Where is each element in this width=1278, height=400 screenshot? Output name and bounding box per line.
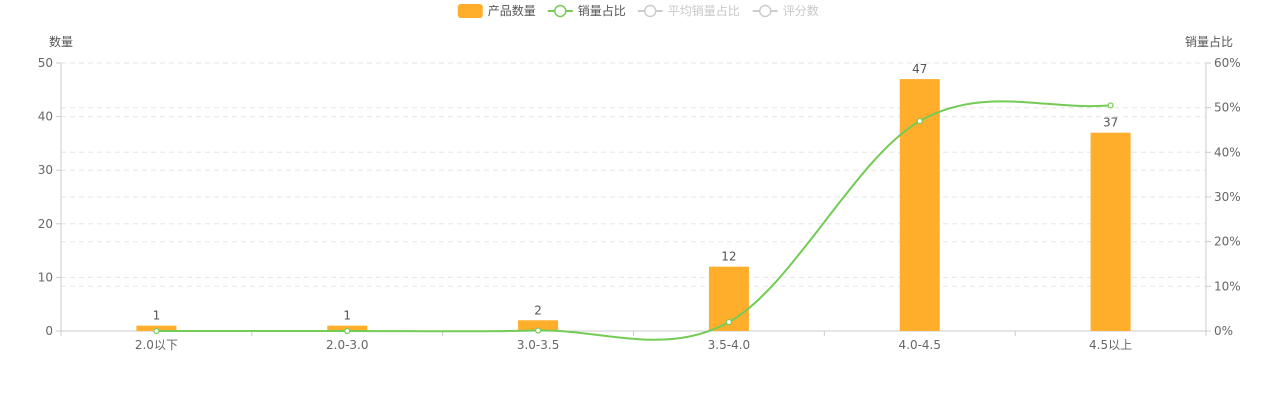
left-axis-tick-label: 0 <box>45 324 53 338</box>
bar-value-label: 1 <box>153 309 161 323</box>
legend-bar-swatch <box>457 4 483 18</box>
sales-share-point-4.5以上 <box>1107 102 1114 109</box>
right-axis-tick-label: 30% <box>1214 190 1241 204</box>
legend-label: 平均销量占比 <box>668 3 740 18</box>
left-axis-tick-label: 50 <box>38 56 53 70</box>
legend-line-marker <box>554 4 567 18</box>
x-axis-tick-label: 2.0以下 <box>135 338 178 352</box>
right-axis-tick-label: 10% <box>1214 279 1241 293</box>
right-axis-tick-label: 50% <box>1214 101 1241 115</box>
line-series <box>153 100 1114 341</box>
legend-label: 产品数量 <box>488 3 536 18</box>
left-axis-tick-label: 20 <box>38 217 53 231</box>
left-axis-title: 数量 <box>49 34 73 49</box>
bar-3.0-3.5 <box>518 320 559 331</box>
sales-share-point-3.5-4.0 <box>725 318 733 326</box>
legend-line-marker <box>644 4 657 18</box>
x-axis-tick-label: 3.5-4.0 <box>708 338 751 352</box>
x-axis-tick-label: 3.0-3.5 <box>517 338 560 352</box>
right-axis-title: 销量占比 <box>1185 34 1233 49</box>
x-axis-tick-label: 4.0-4.5 <box>899 338 942 352</box>
x-axis-tick-label: 4.5以上 <box>1089 338 1132 352</box>
chart-legend[interactable]: 产品数量 销量占比 平均销量占比 评分数 <box>457 3 819 18</box>
legend-item-1[interactable]: 销量占比 <box>547 3 626 18</box>
legend-item-3[interactable]: 评分数 <box>752 3 819 18</box>
left-axis-tick-label: 10 <box>38 270 53 284</box>
right-axis-tick-label: 40% <box>1214 145 1241 159</box>
legend-item-2[interactable]: 平均销量占比 <box>637 3 740 18</box>
sales-share-point-4.0-4.5 <box>916 117 923 125</box>
legend-item-0[interactable]: 产品数量 <box>457 3 536 18</box>
left-axis-tick-label: 30 <box>38 163 53 177</box>
sales-share-point-3.0-3.5 <box>534 327 542 334</box>
bar-value-label: 1 <box>343 309 351 323</box>
right-axis-tick-label: 20% <box>1214 235 1241 249</box>
right-axis-tick-label: 60% <box>1214 56 1241 70</box>
bar-value-label: 12 <box>721 250 736 264</box>
bar-value-label: 37 <box>1103 116 1118 130</box>
chart-axes: 0 10 20 30 40 50 0% 10% 20% 30% 40% 50% 60% 2.0以下 2.0-… <box>38 56 1241 352</box>
bar-value-label: 2 <box>534 303 542 317</box>
legend-line-marker <box>759 4 772 18</box>
bar-4.5以上 <box>1090 132 1131 331</box>
sales-share-point-2.0-3.0 <box>344 327 351 335</box>
bar-4.0-4.5 <box>899 79 940 331</box>
right-axis-tick-label: 0% <box>1214 324 1233 338</box>
legend-label: 评分数 <box>783 3 819 18</box>
bar-value-label: 47 <box>912 62 927 76</box>
chart-grid <box>61 62 1206 287</box>
sales-share-line <box>156 100 1111 341</box>
left-axis-tick-label: 40 <box>38 110 53 124</box>
legend-label: 销量占比 <box>578 3 626 18</box>
x-axis-tick-label: 2.0-3.0 <box>326 338 369 352</box>
sales-share-point-2.0以下 <box>153 327 160 335</box>
